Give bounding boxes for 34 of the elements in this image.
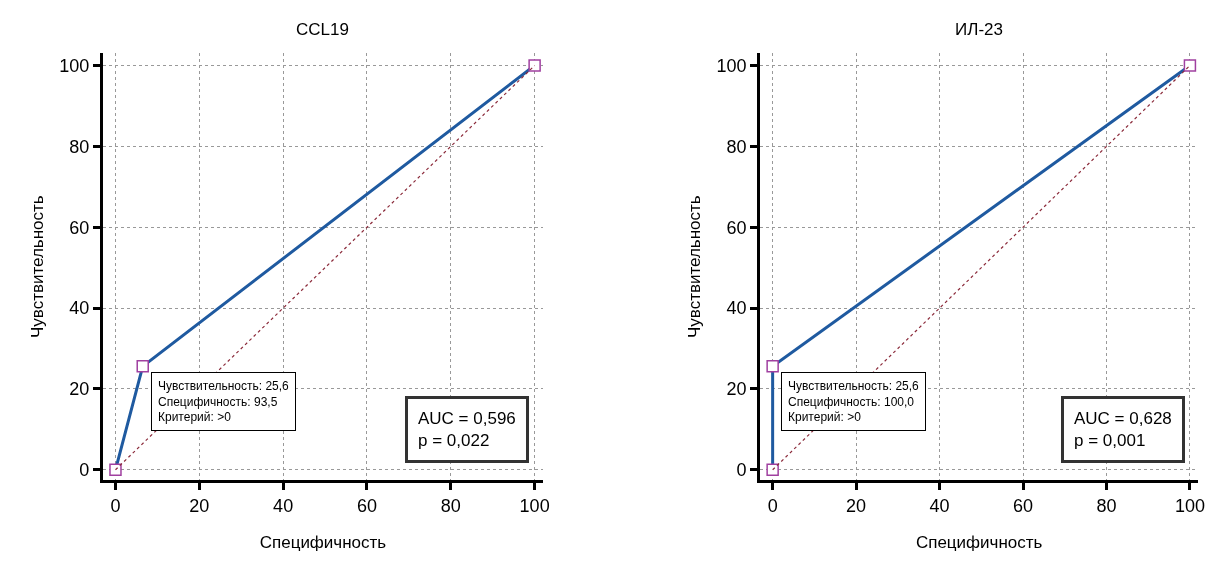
chart-title: CCL19 [296,20,349,39]
x-tick-label: 40 [929,495,950,516]
x-tick-label: 0 [767,495,778,516]
y-tick-label: 20 [69,379,90,400]
x-tick-label: 60 [1013,495,1034,516]
x-tick-label: 0 [110,495,121,516]
y-tick-label: 60 [69,217,90,238]
x-tick-label: 100 [519,495,550,516]
y-tick-label: 80 [69,136,90,157]
annotation: AUC = 0,628 p = 0,001 [1074,409,1172,451]
x-axis-title: Специфичность [259,532,387,552]
y-tick-label: 0 [79,460,90,481]
x-axis-title: Специфичность [915,532,1043,552]
x-tick-label: 80 [1096,495,1117,516]
x-tick-label: 100 [1174,495,1205,516]
y-tick-label: 20 [726,379,747,400]
y-tick-label: 100 [716,55,747,76]
annotation: AUC = 0,596 p = 0,022 [418,409,516,451]
annotation: Чувствительность: 25,6 Специфичность: 100,0 Критерий: >0 [788,379,920,425]
y-tick-label: 40 [726,298,747,319]
x-tick-label: 80 [440,495,461,516]
x-tick-label: 20 [846,495,867,516]
y-tick-label: 40 [69,298,90,319]
chart-title: ИЛ-23 [955,20,1003,39]
annotation: Чувствительность: 25,6 Специфичность: 93,5 Критерий: >0 [158,379,290,425]
y-axis-title: Чувствительность [27,195,47,339]
x-tick-label: 60 [356,495,377,516]
y-tick-label: 60 [726,217,747,238]
y-tick-label: 80 [726,136,747,157]
y-axis-title: Чувствительность [685,195,705,339]
y-tick-label: 0 [736,460,747,481]
y-tick-label: 100 [59,55,90,76]
x-tick-label: 40 [273,495,294,516]
x-tick-label: 20 [189,495,210,516]
